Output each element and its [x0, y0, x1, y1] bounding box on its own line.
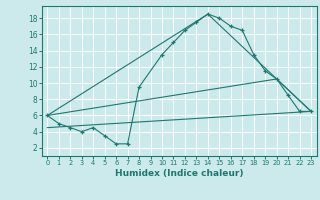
- X-axis label: Humidex (Indice chaleur): Humidex (Indice chaleur): [115, 169, 244, 178]
